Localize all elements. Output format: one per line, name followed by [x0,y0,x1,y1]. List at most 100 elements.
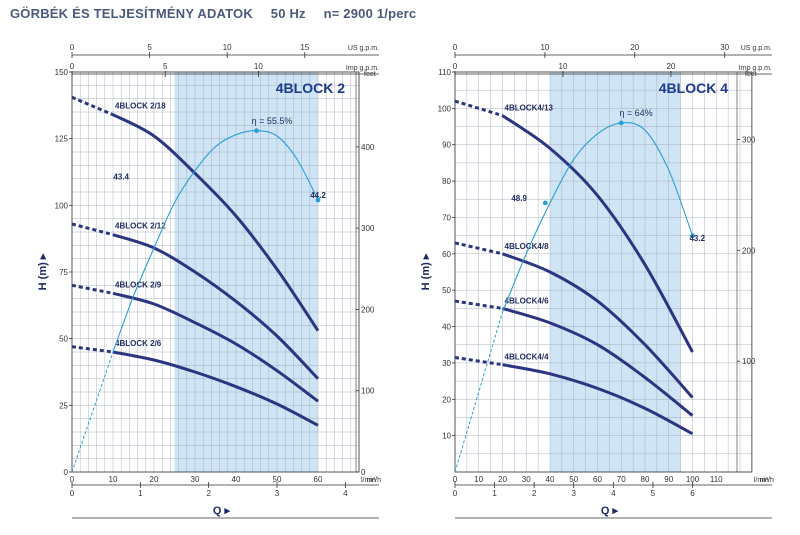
y-tick-label: 30 [442,359,451,368]
efficiency-label: η = 64% [619,108,652,118]
x-tick-label: 40 [232,475,241,484]
plot-frame [454,71,753,473]
curve-dashed-4 [71,345,114,354]
y-tick-label: 0 [64,468,69,477]
feet-tick-label: 300 [742,135,756,144]
y-tick-label: 20 [442,395,451,404]
q-axis-label: Q ▸ [213,505,231,517]
us-gpm-tick-label: 30 [720,43,729,52]
efficiency-point-label-2: 43.2 [689,234,705,243]
feet-tick-label: 100 [742,357,756,366]
imp-gpm-unit-label: Imp g.p.m. [346,65,379,72]
curve-label-2: 4BLOCK4/8 [505,242,550,251]
x-unit-label: l/min [754,477,769,484]
us-gpm-tick-label: 5 [147,43,152,52]
curve-solid-3 [502,306,694,417]
chart-title: 4BLOCK 2 [276,80,345,96]
x-tick-label: 0 [453,475,458,484]
x-tick-label: 20 [498,475,507,484]
x-tick-label: 100 [686,475,700,484]
m3h-tick-label: 2 [532,489,537,498]
x-tick-label: 70 [617,475,626,484]
curve-solid-4 [502,363,694,436]
m3h-tick-label: 1 [492,489,497,498]
feet-tick-label: 100 [361,387,375,396]
feet-tick-label: 200 [361,305,375,314]
q-axis-label: Q ▸ [601,505,619,517]
y-tick-label: 100 [55,201,69,210]
x-tick-label: 0 [70,475,75,484]
curve-solid-3 [112,291,319,403]
feet-tick-label: 400 [361,143,375,152]
y-tick-label: 150 [55,68,69,77]
efficiency-label: η = 55.5% [252,116,293,126]
feet-unit-label: feet [745,71,757,78]
us-gpm-unit-label: US g.p.m. [741,45,772,52]
curve-label-2: 4BLOCK 2/12 [115,222,166,231]
curve-solid-1 [501,114,694,353]
x-tick-label: 30 [191,475,200,484]
x-tick-label: 50 [569,475,578,484]
curve-dashed-1 [71,95,114,117]
us-gpm-tick-label: 10 [223,43,232,52]
us-gpm-unit-label: US g.p.m. [348,45,379,52]
imp-gpm-tick-label: 20 [666,62,675,71]
imp-gpm-tick-label: 10 [559,62,568,71]
x-tick-label: 80 [641,475,650,484]
imp-gpm-tick-label: 5 [163,62,168,71]
x-tick-label: 30 [522,475,531,484]
y-tick-label: 25 [59,401,68,410]
page-title: GÖRBÉK ÉS TELJESÍTMÉNY ADATOK 50 Hz n= 2… [10,6,430,21]
us-gpm-tick-label: 0 [70,43,75,52]
x-tick-label: 60 [593,475,602,484]
us-gpm-tick-label: 20 [630,43,639,52]
efficiency-marker-2 [315,197,321,203]
m3h-tick-label: 5 [651,489,656,498]
curve-dashed-2 [454,241,503,256]
h-axis-label: H (m) ▸ [37,253,49,290]
y-tick-label: 110 [438,68,451,77]
m3h-tick-label: 1 [138,489,143,498]
feet-tick-label: 300 [361,224,375,233]
y-tick-label: 100 [438,104,452,113]
m3h-tick-label: 4 [343,489,348,498]
x-tick-label: 90 [664,475,673,484]
y-tick-label: 50 [442,286,451,295]
curve-label-1: 4BLOCK 2/18 [115,102,166,111]
x-tick-label: 20 [150,475,159,484]
efficiency-marker-1 [618,120,624,126]
m3h-tick-label: 0 [70,489,75,498]
curve-dashed-4 [454,356,503,367]
y-tick-label: 70 [442,213,451,222]
x-tick-label: 60 [314,475,323,484]
y-tick-label: 50 [59,335,68,344]
y-tick-label: 80 [442,177,451,186]
efficiency-point-label-1: 43.4 [113,172,129,181]
m3h-tick-label: 2 [206,489,211,498]
x-tick-label: 10 [109,475,118,484]
curve-label-3: 4BLOCK4/6 [505,296,550,305]
m3h-tick-label: 6 [690,489,695,498]
feet-unit-label: feet [364,71,376,78]
efficiency-point-label-2: 44.2 [310,191,326,200]
m3h-tick-label: 4 [611,489,616,498]
y-tick-label: 60 [442,250,451,259]
curve-label-4: 4BLOCK4/4 [505,353,550,362]
title-text: GÖRBÉK ÉS TELJESÍTMÉNY ADATOK [10,6,253,21]
us-gpm-tick-label: 10 [540,43,549,52]
imp-gpm-tick-label: 0 [453,62,458,71]
frequency-text: 50 Hz [270,6,306,21]
m3h-tick-label: 3 [572,489,577,498]
us-gpm-tick-label: 15 [300,43,309,52]
y-tick-label: 40 [442,323,451,332]
curve-solid-1 [112,113,320,332]
efficiency-curve [501,122,694,313]
y-tick-label: 125 [55,135,69,144]
imp-gpm-tick-label: 0 [70,62,75,71]
curve-dashed-1 [454,99,503,118]
h-axis-label: H (m) ▸ [420,253,432,290]
y-tick-label: 90 [442,141,451,150]
feet-tick-label: 200 [742,246,756,255]
